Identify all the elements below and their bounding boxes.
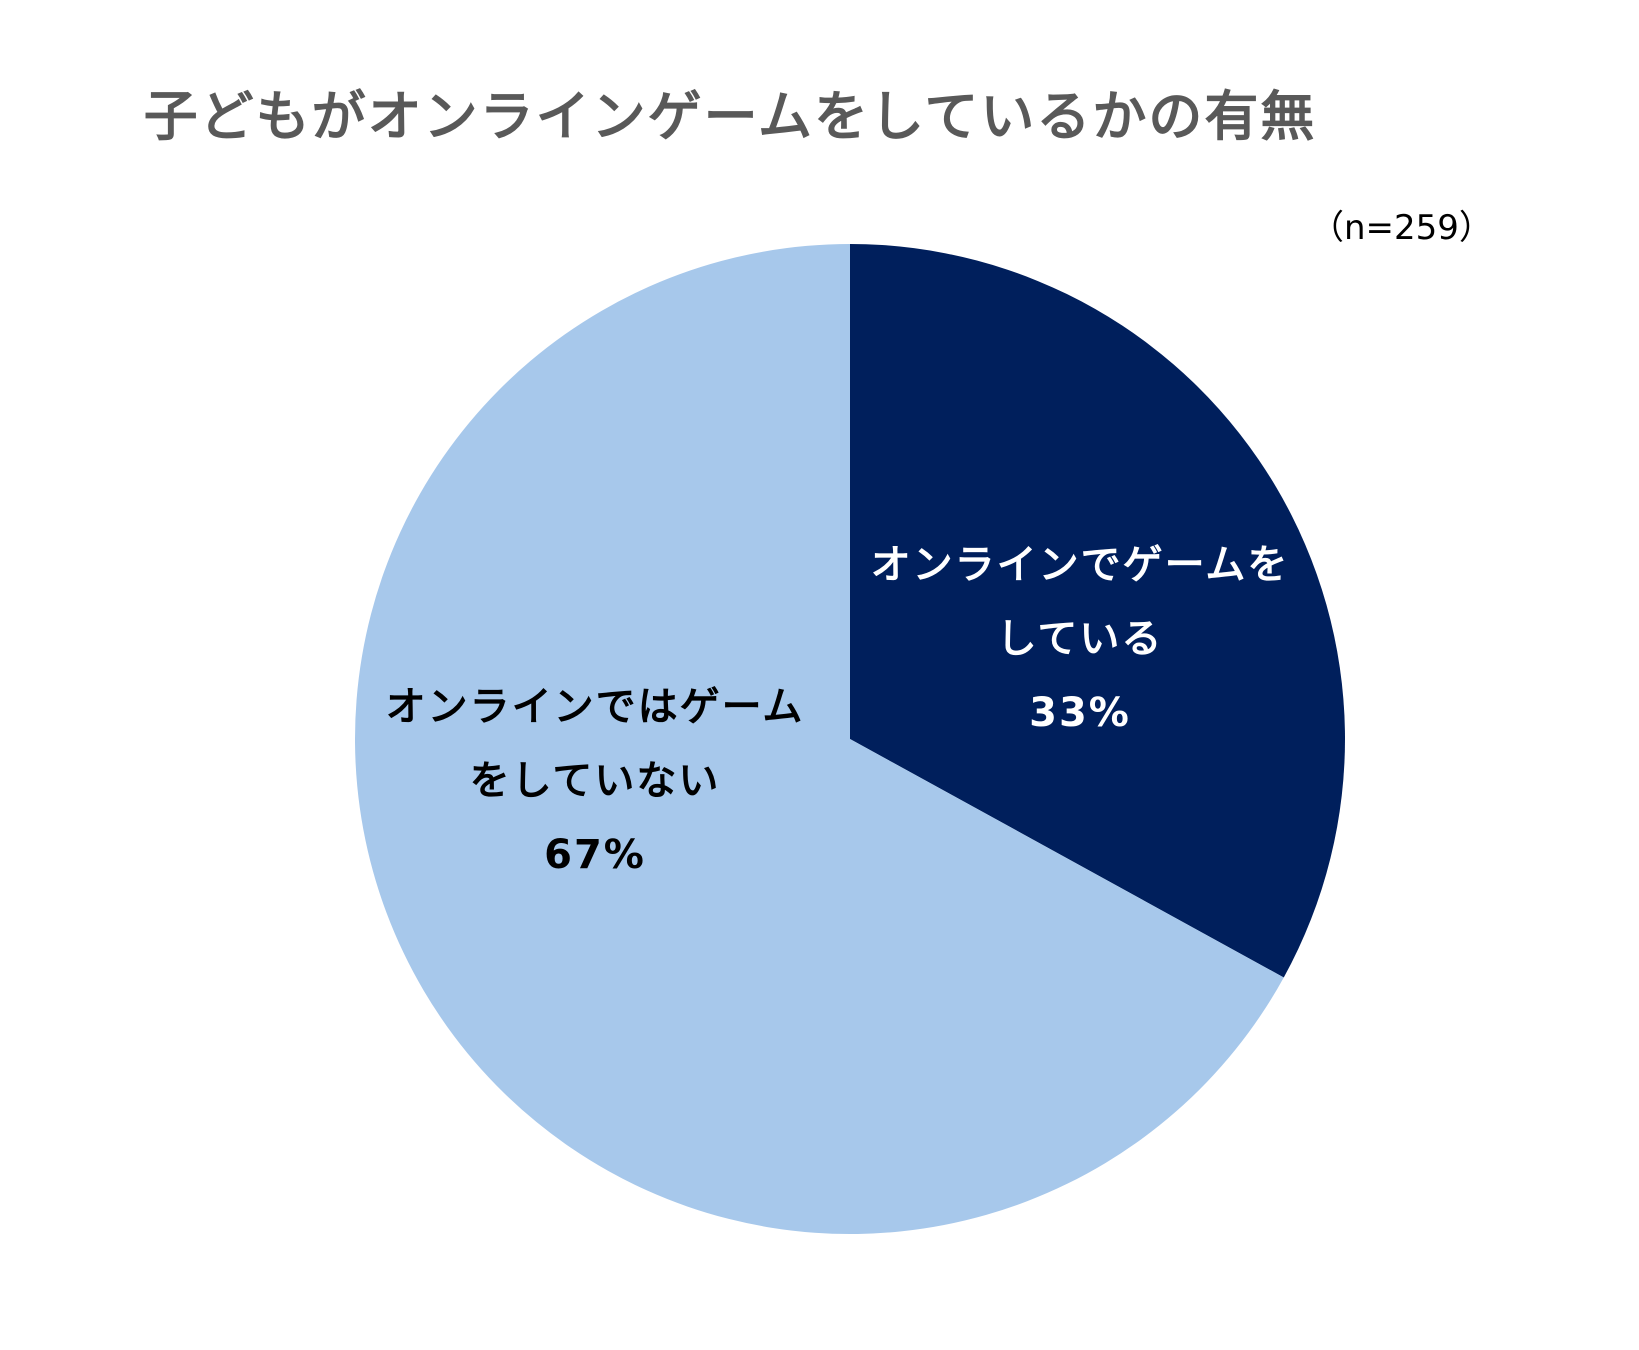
- slice-value-playing: 33%: [1029, 690, 1131, 736]
- slice-value-not-playing: 67%: [544, 832, 646, 878]
- slice-label-not-playing-online: オンラインではゲーム をしていない 67%: [345, 670, 845, 892]
- slice-label-not-playing-line2: をしていない: [469, 758, 721, 804]
- slice-label-not-playing-line1: オンラインではゲーム: [385, 684, 805, 730]
- pie-slice-playing-online: [850, 244, 1345, 978]
- slice-label-playing-line2: している: [996, 616, 1164, 662]
- slice-label-playing-line1: オンラインでゲームを: [870, 542, 1290, 588]
- slice-label-playing-online: オンラインでゲームを している 33%: [840, 528, 1320, 750]
- sample-size-label: （n=259）: [1310, 208, 1493, 248]
- pie-slice-not-playing-online: [354, 243, 1284, 1235]
- chart-title: 子どもがオンラインゲームをしているかの有無: [143, 85, 1317, 148]
